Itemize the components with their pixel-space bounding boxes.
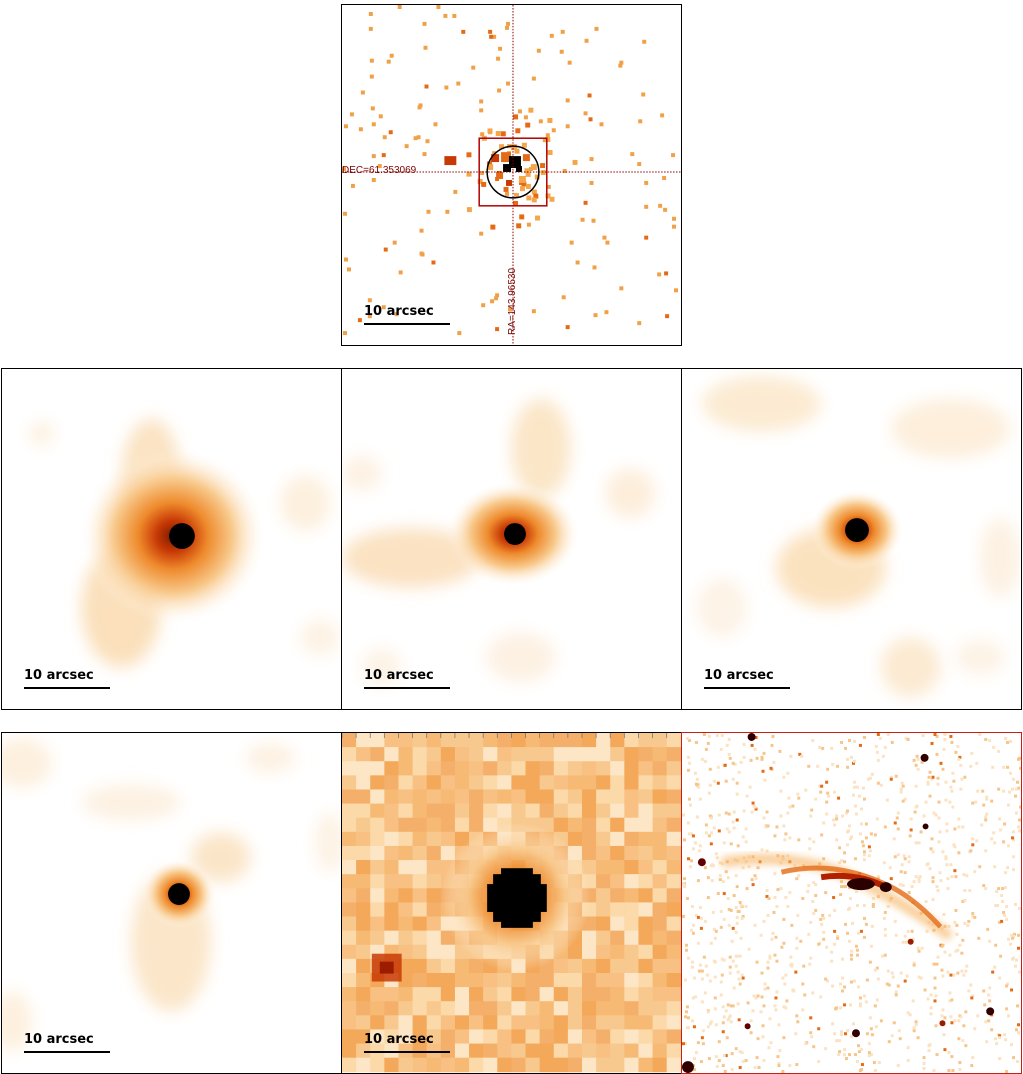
scale-line (364, 323, 450, 325)
source-circle (486, 145, 540, 199)
source-core (845, 518, 869, 542)
scale-label: 10 arcsec (24, 1032, 94, 1047)
scale-bar: 10 arcsec (704, 668, 790, 689)
source-cluster (444, 144, 546, 189)
scale-bar: 10 arcsec (364, 668, 450, 689)
scale-line (24, 1051, 110, 1053)
scale-bar: 10 arcsec (24, 668, 110, 689)
scale-line (364, 687, 450, 689)
scale-label: 10 arcsec (704, 668, 774, 683)
scale-bar: 10 arcsec (24, 1032, 110, 1053)
smoothed-image-4 (2, 737, 341, 1052)
tick-marks (342, 733, 668, 738)
optical-hst-image (682, 733, 1021, 1073)
smoothed-panel-4: 10 arcsec (1, 732, 342, 1074)
scale-label: 10 arcsec (364, 668, 434, 683)
scale-line (24, 687, 110, 689)
smoothed-panel-2: 10 arcsec (341, 368, 682, 710)
optical-hst-panel (681, 732, 1022, 1074)
source-core (169, 523, 195, 549)
source-core (168, 883, 190, 905)
scale-line (364, 1051, 450, 1053)
scale-line (704, 687, 790, 689)
smoothed-panel-3: 10 arcsec (681, 368, 1022, 710)
scale-bar: 10 arcsec (364, 1032, 450, 1053)
source-core (504, 523, 526, 545)
smoothed-image-3 (696, 375, 1021, 698)
smoothed-image-2 (342, 398, 656, 688)
xray-counts-image (342, 5, 681, 345)
ir-pixelated-panel: 10 arcsec (341, 732, 682, 1074)
scale-bar: 10 arcsec (364, 304, 450, 325)
ir-pixelated-image (342, 733, 681, 1073)
dec-label: DEC=61.353069 (342, 165, 417, 176)
scale-label: 10 arcsec (364, 1032, 434, 1047)
ra-label: RA=143.96530 (507, 267, 518, 335)
smoothed-panel-1: 10 arcsec (1, 368, 342, 710)
smoothed-image-1 (29, 418, 341, 668)
scale-label: 10 arcsec (24, 668, 94, 683)
galaxy-arc (682, 733, 995, 1073)
extraction-box (478, 137, 548, 207)
xray-counts-panel: DEC=61.353069 RA=143.96530 10 arcsec (341, 4, 682, 346)
scale-label: 10 arcsec (364, 304, 434, 319)
